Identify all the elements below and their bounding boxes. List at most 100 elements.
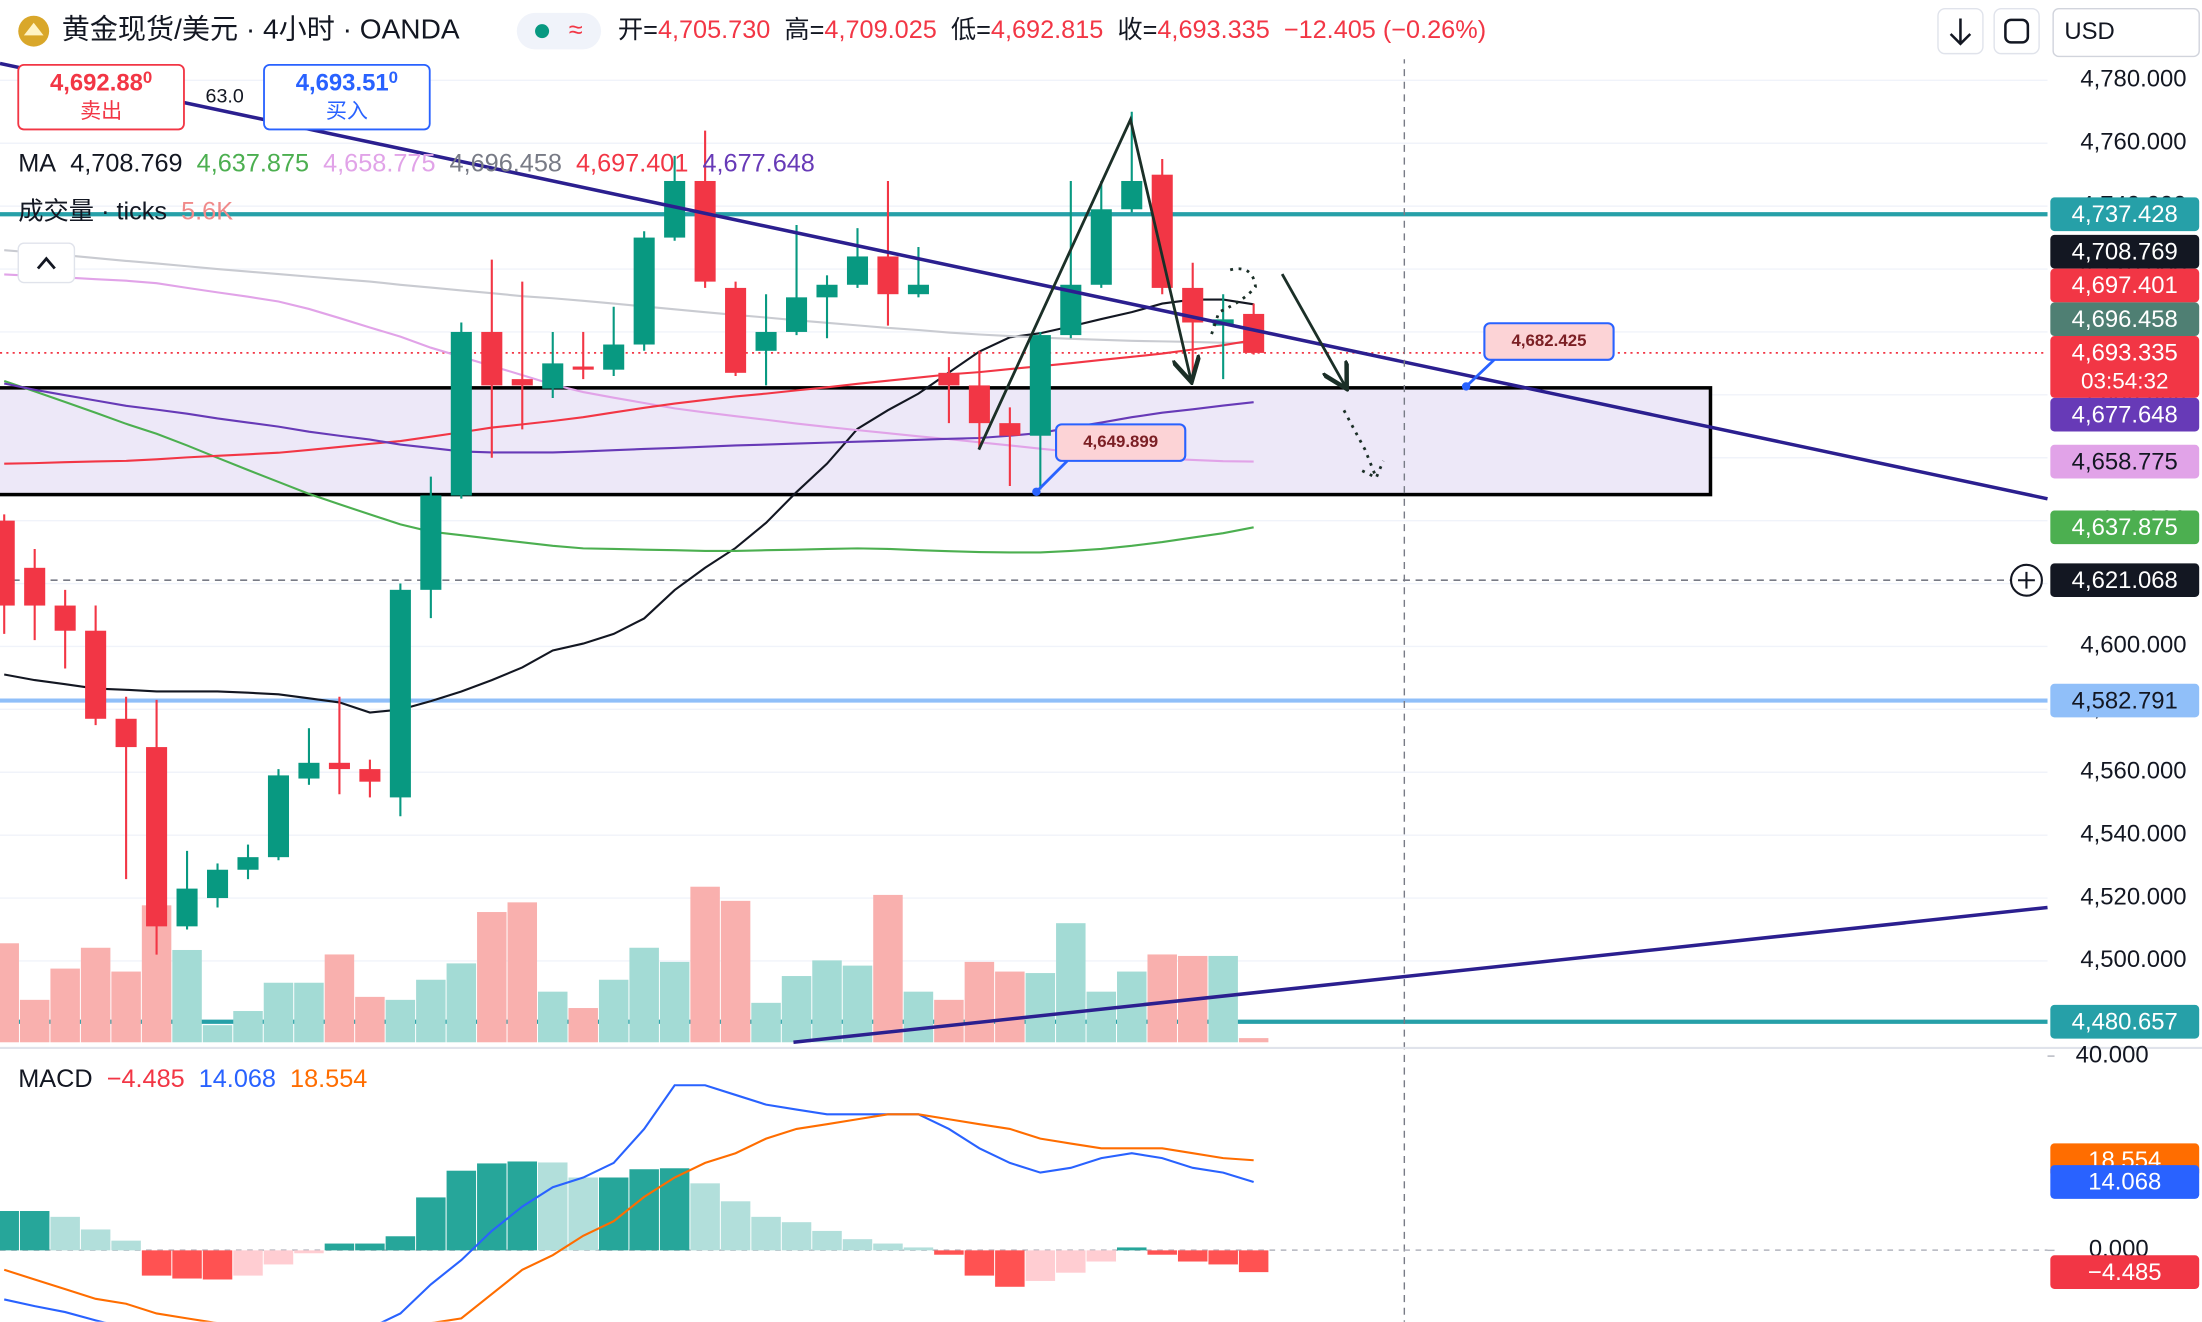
- candle-body: [359, 769, 381, 782]
- volume-bar: [781, 976, 812, 1043]
- macd-bar: [0, 1211, 19, 1251]
- macd-bar: [568, 1177, 598, 1251]
- macd-bar: [964, 1250, 995, 1276]
- ohlc-value: 4,693.335: [1157, 16, 1269, 44]
- dotted-arrow: [1209, 267, 1257, 338]
- spread: 63.0: [206, 85, 244, 107]
- currency-select[interactable]: [2052, 7, 2200, 58]
- candle-body: [1029, 335, 1051, 436]
- sell-price-main: 4,692.88: [50, 70, 143, 97]
- macd-bar: [1147, 1250, 1177, 1255]
- macd-bar: [416, 1197, 446, 1251]
- volume-bar: [0, 943, 19, 1043]
- candle-body: [115, 718, 137, 748]
- volume-title: 成交量 · ticks: [18, 197, 167, 225]
- layout-button[interactable]: [1993, 7, 2040, 55]
- candle-body: [877, 256, 899, 295]
- candle-body: [206, 869, 229, 899]
- sell-button[interactable]: [17, 63, 185, 131]
- ohlc-label: 开=: [618, 16, 658, 44]
- header-bg: [0, 0, 2048, 60]
- volume-bar: [202, 1025, 233, 1043]
- countdown: 03:54:32: [2081, 368, 2168, 393]
- y-tick-label: 4,540.000: [2080, 820, 2186, 847]
- ma-value: 4,696.458: [450, 149, 562, 177]
- candle-body: [420, 495, 442, 590]
- volume-bar: [964, 961, 995, 1043]
- layout-icon: [2004, 18, 2030, 44]
- macd: [0, 1084, 1269, 1322]
- volume-bar: [477, 912, 507, 1043]
- volume-bar: [416, 979, 446, 1043]
- buy-button[interactable]: [263, 63, 431, 131]
- price-tag: [2050, 1255, 2200, 1289]
- y-tick-label: 40.000: [2076, 1041, 2149, 1068]
- macd-legend: MACD −4.485 14.068 18.554: [18, 1065, 367, 1093]
- macd-bar: [263, 1250, 294, 1265]
- candle-body: [694, 180, 716, 282]
- macd-line: [3, 1084, 1254, 1322]
- buy-price-sup: 0: [389, 68, 398, 87]
- macd-bar: [385, 1236, 416, 1251]
- collapse-button[interactable]: [17, 242, 76, 284]
- candle-body: [907, 284, 929, 295]
- header: 黄金现货/美元 · 4小时 · OANDA ≈ 开=4,705.730 高=4,7…: [0, 0, 2200, 131]
- ma-value: 4,708.769: [70, 149, 182, 177]
- candle-body: [1243, 313, 1265, 353]
- symbol: 黄金现货/美元 · 4小时 · OANDA: [62, 14, 460, 45]
- candle-body: [146, 747, 168, 927]
- candle-body: [755, 331, 777, 351]
- download-icon: [1949, 18, 1972, 46]
- volume-bar: [507, 902, 538, 1043]
- macd-bar: [659, 1168, 690, 1251]
- dotted-arrow: [1342, 409, 1385, 480]
- callout-pointer: [1465, 358, 1496, 388]
- ma-line: [4, 298, 1254, 714]
- candle-body: [725, 287, 747, 373]
- volume-bar: [1147, 954, 1177, 1043]
- collapse-icon: [36, 256, 56, 270]
- macd-bar: [111, 1240, 141, 1251]
- volume-bar: [1086, 991, 1117, 1043]
- macd-bar: [355, 1243, 385, 1251]
- volume-bar: [50, 968, 80, 1043]
- trend-line: [0, 61, 2048, 501]
- macd-title: MACD: [18, 1065, 92, 1093]
- price-tag: [2050, 302, 2200, 337]
- candle-body: [846, 256, 869, 285]
- y-tick-label: 4,520.000: [2080, 883, 2186, 910]
- macd-bar: [812, 1230, 842, 1251]
- candle-body: [1060, 284, 1082, 336]
- callout-dot: [1461, 382, 1471, 391]
- sell-label: 卖出: [80, 99, 122, 123]
- volume-bar: [80, 947, 111, 1043]
- volume-label: 5.6K: [181, 197, 233, 225]
- macd-value: −4.485: [107, 1065, 185, 1093]
- price-tag-label: 4,696.458: [2072, 306, 2178, 333]
- volume-bar: [903, 991, 934, 1043]
- candle-body: [176, 888, 198, 927]
- volume-bar: [995, 971, 1025, 1043]
- price-tag-label: 4,708.769: [2072, 239, 2178, 266]
- currency: USD: [2064, 18, 2114, 45]
- macd-bar: [80, 1229, 111, 1251]
- volume-bar: [1056, 923, 1086, 1043]
- candle-body: [603, 344, 625, 370]
- macd-bar: [1117, 1247, 1147, 1251]
- price-tag-label: −4.485: [2088, 1259, 2162, 1286]
- price-tag: [2050, 268, 2200, 303]
- macd-bar: [50, 1216, 80, 1251]
- macd-bar: [446, 1170, 477, 1251]
- candle-body: [664, 180, 686, 238]
- volume-bar: [263, 982, 294, 1043]
- y-tick-label: 4,600.000: [2080, 632, 2186, 659]
- status-pill: [516, 12, 602, 50]
- callout-text: 4,682.425: [1512, 331, 1587, 350]
- price-tag-label: 4,621.068: [2072, 567, 2178, 594]
- macd-bar: [1086, 1250, 1117, 1262]
- sell-price-sup: 0: [143, 68, 152, 87]
- candle-body: [786, 297, 808, 332]
- candle-body: [938, 372, 960, 386]
- volume-bar: [355, 996, 385, 1043]
